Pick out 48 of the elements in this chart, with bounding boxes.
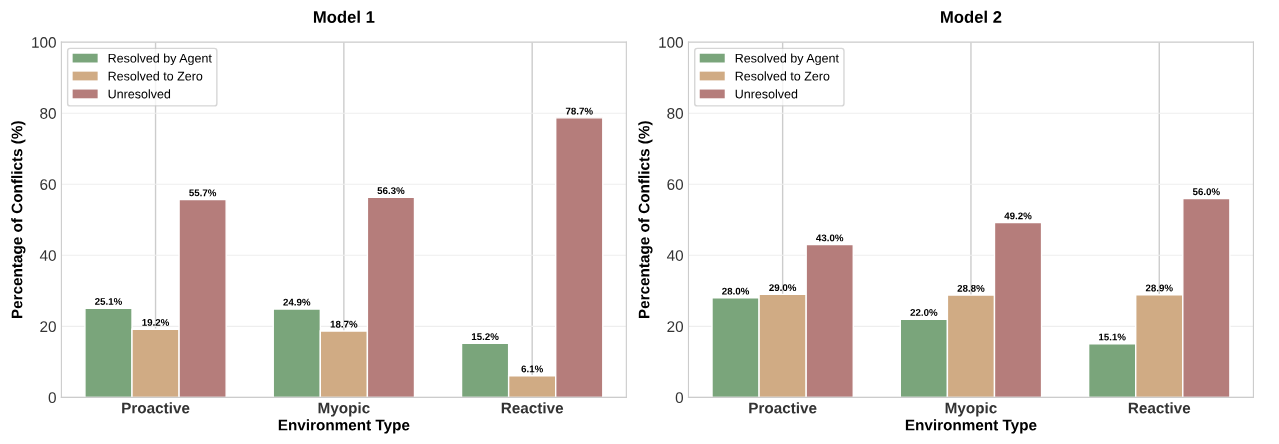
data-label: 56.3%	[377, 187, 405, 195]
data-label: 78.7%	[565, 107, 593, 115]
y-tick-label: 60	[40, 179, 56, 190]
data-label: 15.2%	[471, 333, 499, 341]
y-tick-label: 40	[666, 250, 684, 261]
y-tick-label: 20	[40, 321, 56, 333]
data-label: 28.9%	[1145, 284, 1173, 292]
x-tick-label: Reactive	[501, 402, 564, 414]
y-tick-label: 100	[659, 37, 684, 48]
x-tick-label: Myopic	[945, 402, 997, 417]
y-axis-title: Percentage of Conflicts (%)	[638, 121, 653, 319]
legend-label: Unresolved	[108, 89, 171, 99]
y-axis-title: Percentage of Conflicts (%)	[11, 121, 26, 319]
chart-title: Model 1	[313, 10, 375, 23]
x-tick-label: Proactive	[122, 402, 190, 414]
data-label: 29.0%	[769, 284, 797, 292]
legend-label: Resolved by Agent	[735, 53, 839, 66]
legend-label: Resolved to Zero	[735, 71, 830, 81]
legend-label: Resolved by Agent	[108, 53, 212, 66]
data-label: 28.8%	[957, 284, 985, 292]
data-label: 6.1%	[521, 365, 543, 373]
x-axis-title: Environment Type	[278, 419, 410, 434]
data-label: 24.9%	[283, 298, 311, 306]
data-label: 49.2%	[1004, 212, 1032, 220]
y-tick-label: 80	[667, 108, 684, 119]
chart-title: Model 2	[941, 10, 1002, 23]
data-label: 22.0%	[910, 309, 938, 316]
y-tick-label: 60	[667, 179, 684, 190]
data-label: 25.1%	[95, 298, 122, 305]
y-tick-label: 20	[667, 321, 684, 333]
y-tick-label: 40	[39, 250, 56, 261]
legend-label: Resolved to Zero	[108, 71, 203, 81]
y-tick-label: 100	[32, 37, 56, 48]
x-axis-title: Environment Type	[905, 419, 1037, 434]
y-tick-label: 0	[675, 392, 684, 404]
x-tick-label: Proactive	[749, 402, 817, 414]
data-label: 15.1%	[1099, 333, 1126, 341]
data-label: 18.7%	[330, 320, 358, 328]
x-tick-label: Reactive	[1128, 402, 1191, 414]
x-tick-label: Myopic	[318, 402, 370, 417]
data-label: 56.0%	[1192, 188, 1220, 196]
y-tick-label: 80	[40, 108, 56, 119]
data-label: 19.2%	[142, 318, 170, 326]
data-label: 28.0%	[722, 287, 750, 295]
legend-label: Unresolved	[735, 89, 798, 99]
y-tick-label: 0	[48, 392, 56, 404]
data-label: 43.0%	[816, 234, 844, 242]
data-label: 55.7%	[189, 189, 217, 197]
